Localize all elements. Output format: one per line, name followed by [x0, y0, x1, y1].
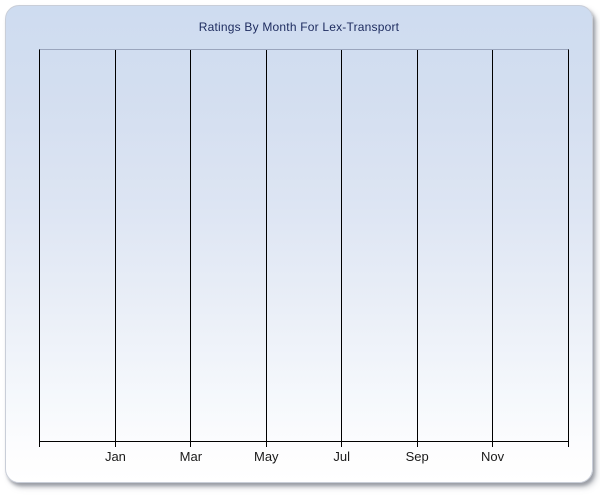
plot-area: Jan Mar May Jul Sep Nov [39, 49, 569, 464]
x-axis-tick [341, 441, 343, 447]
x-axis-tick [265, 441, 267, 447]
x-axis-label-may: May [254, 449, 279, 464]
x-axis-tick [39, 441, 40, 447]
x-axis-label-nov: Nov [481, 449, 505, 464]
vertical-gridline [265, 50, 267, 441]
chart-panel: Ratings By Month For Lex-Transport Jan Ma… [5, 5, 593, 483]
x-axis-label-mar: Mar [179, 449, 203, 464]
x-axis-label-sep: Sep [405, 449, 429, 464]
vertical-gridline [190, 50, 192, 441]
x-axis-label-jul: Jul [333, 449, 351, 464]
x-axis-tick [114, 441, 116, 447]
vertical-gridline [492, 50, 494, 441]
x-axis-tick [416, 441, 418, 447]
x-axis-tick [492, 441, 494, 447]
x-axis-tick [190, 441, 192, 447]
x-axis-tick [568, 441, 569, 447]
chart-title: Ratings By Month For Lex-Transport [198, 20, 400, 34]
vertical-gridline [114, 50, 116, 441]
vertical-gridline [341, 50, 343, 441]
x-axis-label-jan: Jan [104, 449, 126, 464]
vertical-gridline [416, 50, 418, 441]
